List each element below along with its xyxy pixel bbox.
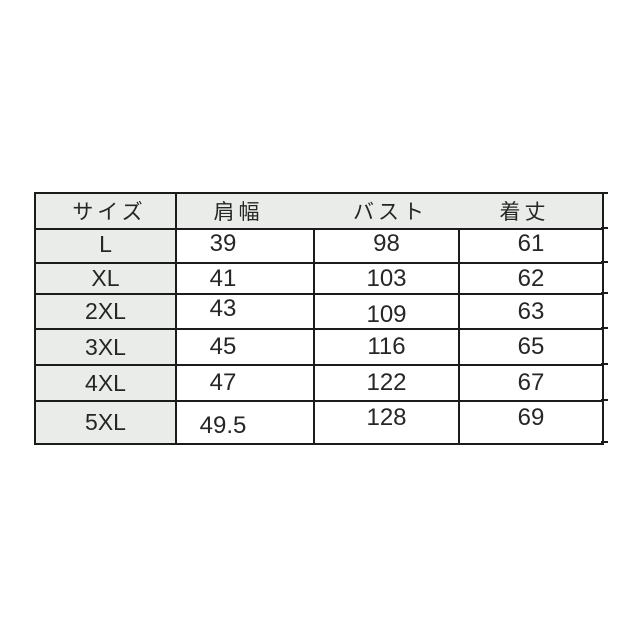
shoulder-width-value: 41 bbox=[175, 262, 315, 295]
column-header-bust: バスト bbox=[314, 192, 459, 230]
length-value: 67 bbox=[458, 364, 604, 402]
length-value-text: 69 bbox=[517, 403, 545, 431]
shoulder-width-value-text: 41 bbox=[209, 264, 237, 292]
bust-value-text: 122 bbox=[366, 369, 407, 396]
length-value: 65 bbox=[458, 328, 604, 366]
size-label-text: 5XL bbox=[85, 409, 126, 435]
size-label: 3XL bbox=[34, 328, 177, 366]
bust-value-text: 98 bbox=[373, 230, 400, 257]
length-value: 63 bbox=[458, 293, 604, 330]
column-header-length: 着丈 bbox=[459, 192, 604, 230]
bust-value-text: 128 bbox=[366, 403, 407, 431]
shoulder-width-value-text: 43 bbox=[209, 294, 237, 322]
size-label: 5XL bbox=[34, 400, 177, 445]
bust-value: 98 bbox=[313, 228, 460, 264]
grid-line-overshoot bbox=[601, 192, 608, 194]
table-row-5xl: 5XL 49.5 128 69 bbox=[34, 400, 604, 445]
table-row-2xl: 2XL 43 109 63 bbox=[34, 293, 604, 330]
size-label-text: XL bbox=[91, 265, 120, 291]
shoulder-width-value: 45 bbox=[175, 328, 315, 366]
length-value-text: 67 bbox=[517, 369, 545, 396]
bust-value: 109 bbox=[313, 293, 460, 330]
size-label-text: L bbox=[99, 230, 112, 257]
header-row: サイズ 肩幅 バスト 着丈 bbox=[34, 192, 604, 230]
bust-value: 116 bbox=[313, 328, 460, 366]
shoulder-width-value-text: 47 bbox=[209, 369, 237, 396]
shoulder-width-value: 43 bbox=[175, 293, 315, 330]
size-label: 4XL bbox=[34, 364, 177, 402]
column-header-bust-label: バスト bbox=[353, 200, 428, 224]
length-value-text: 63 bbox=[517, 297, 545, 325]
length-value: 69 bbox=[458, 400, 604, 445]
column-header-shoulder-width-label: 肩幅 bbox=[213, 200, 264, 224]
length-value-text: 61 bbox=[517, 230, 545, 257]
shoulder-width-value: 49.5 bbox=[175, 400, 315, 445]
shoulder-width-value: 47 bbox=[175, 364, 315, 402]
column-header-shoulder-width: 肩幅 bbox=[176, 192, 314, 230]
size-label-text: 2XL bbox=[85, 298, 126, 324]
shoulder-width-value: 39 bbox=[175, 228, 315, 264]
grid-line-overshoot bbox=[601, 399, 608, 401]
shoulder-width-value-text: 49.5 bbox=[199, 411, 247, 439]
size-chart-table: サイズ 肩幅 バスト 着丈 L 39 98 61 XL 41 103 62 2X… bbox=[34, 192, 604, 445]
grid-line-overshoot bbox=[601, 227, 608, 229]
length-value-text: 62 bbox=[517, 264, 545, 292]
bust-value: 122 bbox=[313, 364, 460, 402]
length-value-text: 65 bbox=[517, 333, 545, 360]
length-value: 62 bbox=[458, 262, 604, 295]
bust-value-text: 116 bbox=[367, 333, 406, 360]
grid-line-overshoot bbox=[601, 363, 608, 365]
grid-line-overshoot bbox=[601, 327, 608, 329]
bust-value-text: 103 bbox=[366, 264, 407, 292]
table-row-3xl: 3XL 45 116 65 bbox=[34, 328, 604, 366]
grid-line-overshoot bbox=[601, 441, 608, 443]
bust-value: 128 bbox=[313, 400, 460, 445]
size-label-text: 3XL bbox=[85, 333, 126, 360]
size-label: L bbox=[34, 228, 177, 264]
table-row-xl: XL 41 103 62 bbox=[34, 262, 604, 295]
column-header-size: サイズ bbox=[34, 192, 177, 230]
bust-value-text: 109 bbox=[366, 300, 407, 328]
bust-value: 103 bbox=[313, 262, 460, 295]
size-label: 2XL bbox=[34, 293, 177, 330]
size-label-text: 4XL bbox=[85, 369, 126, 396]
grid-line-overshoot bbox=[601, 261, 608, 263]
column-header-size-label: サイズ bbox=[72, 200, 147, 224]
grid-line-overshoot bbox=[601, 292, 608, 294]
shoulder-width-value-text: 39 bbox=[209, 230, 237, 257]
size-label: XL bbox=[34, 262, 177, 295]
shoulder-width-value-text: 45 bbox=[209, 333, 237, 360]
length-value: 61 bbox=[458, 228, 604, 264]
column-header-length-label: 着丈 bbox=[499, 200, 550, 224]
table-row-4xl: 4XL 47 122 67 bbox=[34, 364, 604, 402]
table-row-l: L 39 98 61 bbox=[34, 228, 604, 264]
